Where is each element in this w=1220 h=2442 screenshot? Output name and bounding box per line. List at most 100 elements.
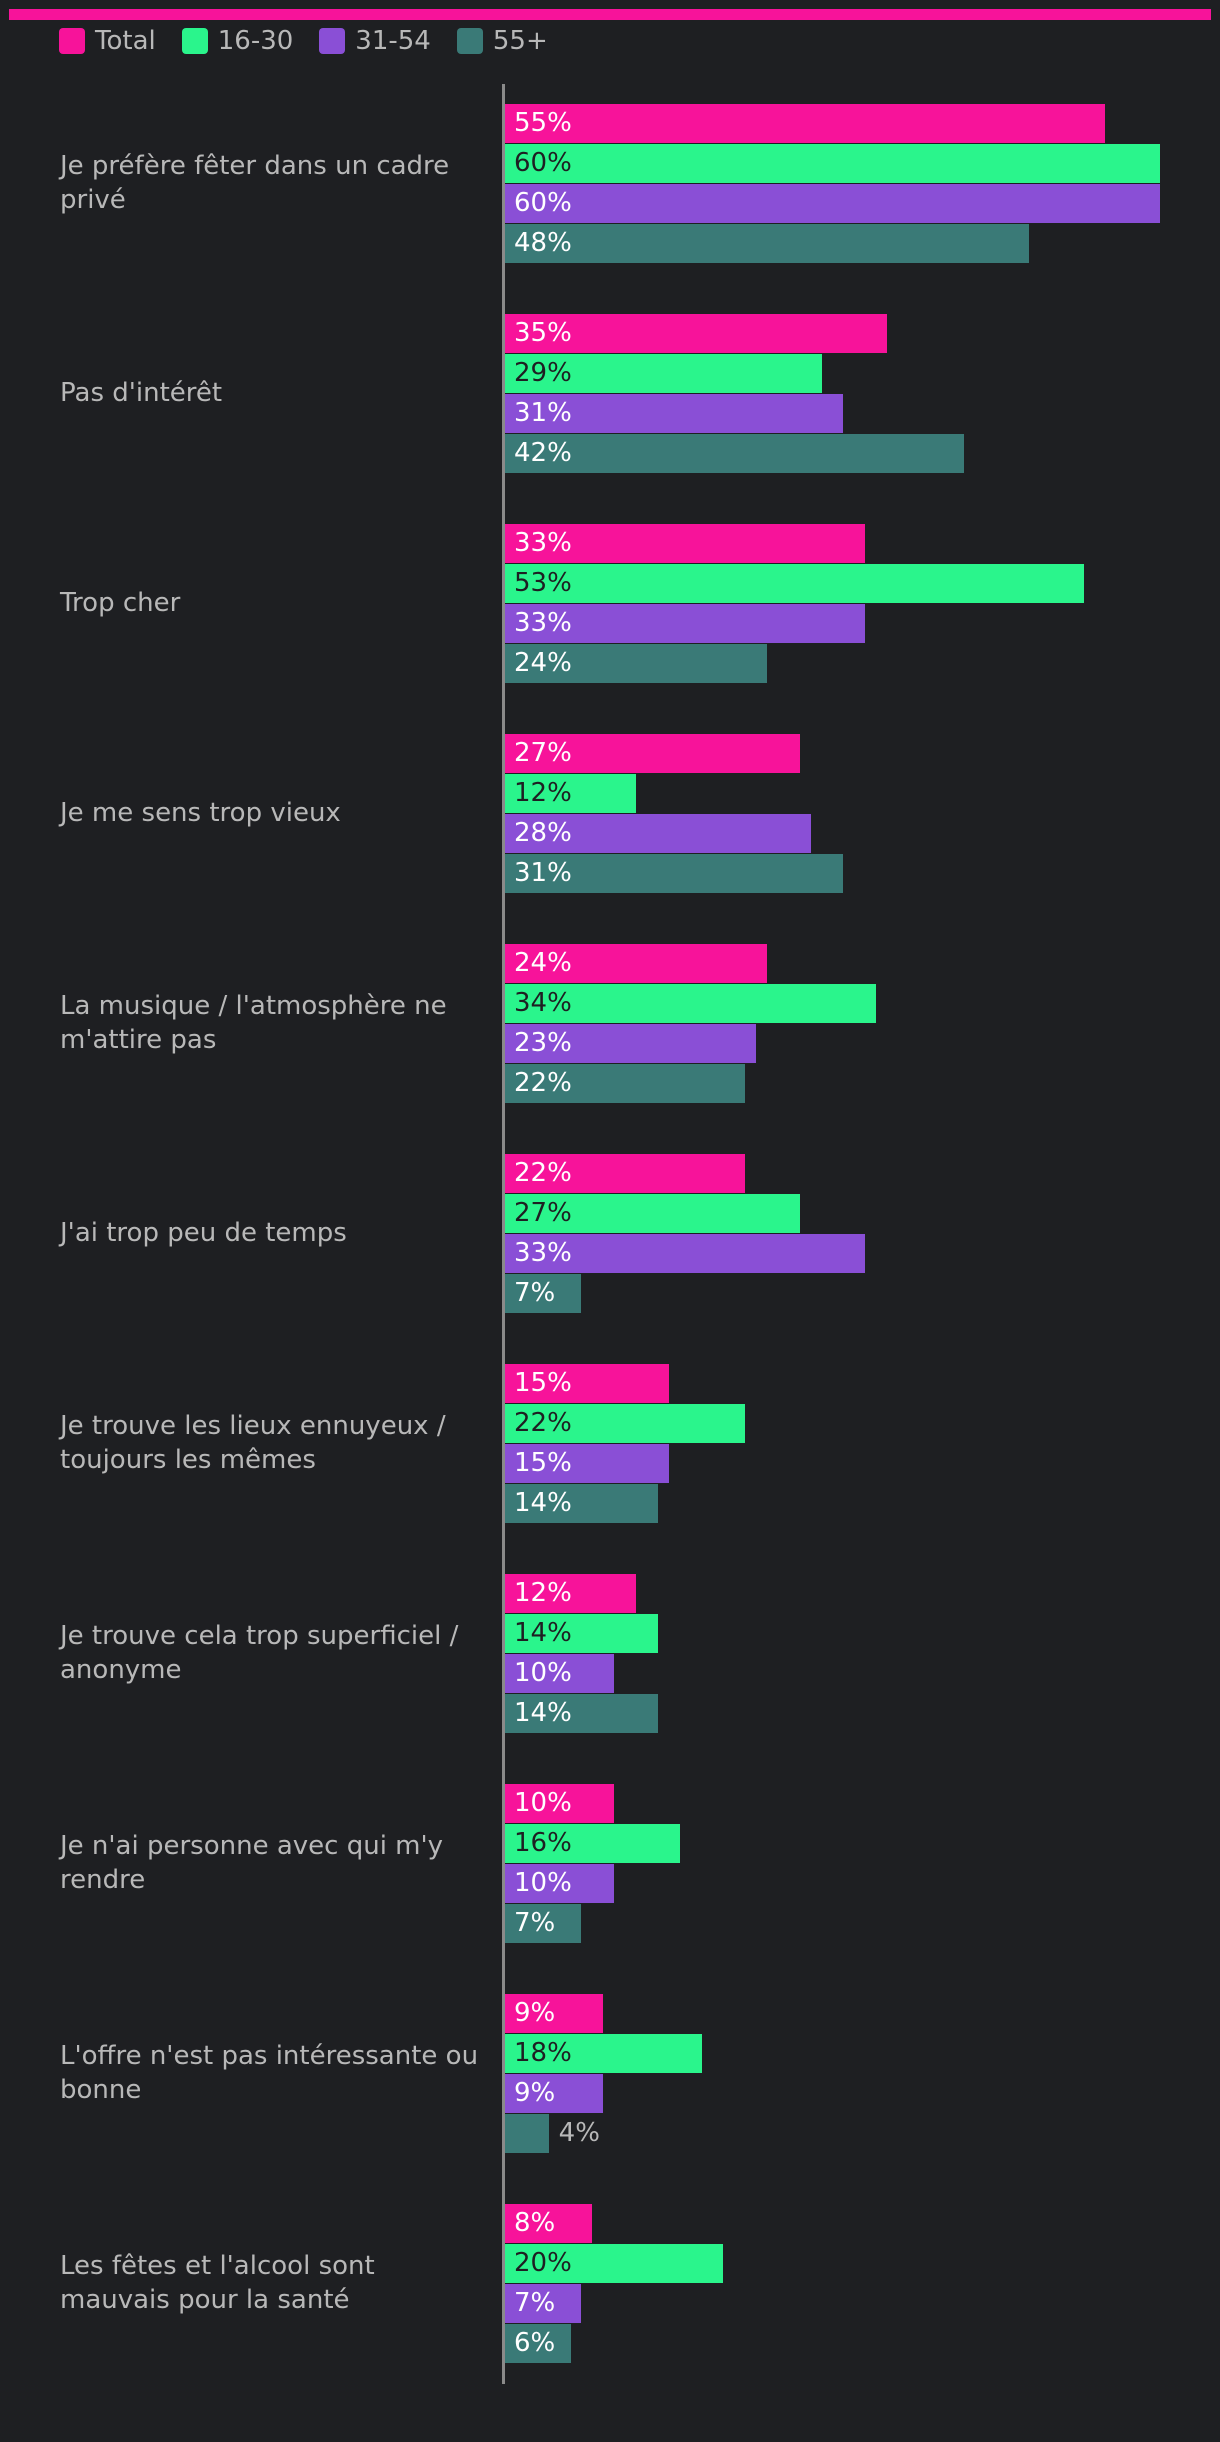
value-label: 33% (514, 1238, 572, 1268)
value-label: 24% (514, 648, 572, 678)
value-label: 16% (514, 1828, 572, 1858)
bar (505, 1824, 680, 1863)
bar (505, 1064, 746, 1103)
category-label: Pas d'intérêt (60, 378, 223, 408)
value-label: 33% (514, 608, 572, 638)
bar (505, 1484, 658, 1523)
value-label: 10% (514, 1868, 572, 1898)
value-label: 9% (514, 2078, 556, 2108)
value-label: 4% (558, 2118, 600, 2148)
bar (505, 1194, 800, 1233)
value-label: 15% (514, 1448, 572, 1478)
legend-swatch (181, 28, 208, 54)
bar (505, 144, 1160, 183)
bar (505, 1864, 615, 1903)
value-label: 29% (514, 358, 572, 388)
bar (505, 1614, 658, 1653)
value-label: 31% (514, 858, 572, 888)
category-label: J'ai trop peu de temps (60, 1218, 347, 1248)
bar (505, 734, 800, 773)
legend-item: 55+ (456, 26, 548, 56)
value-label: 14% (514, 1618, 572, 1648)
bar (505, 1274, 582, 1313)
bar (505, 1784, 615, 1823)
bar (505, 2284, 582, 2323)
value-label: 14% (514, 1698, 572, 1728)
bar (505, 1364, 669, 1403)
value-label: 7% (514, 1278, 556, 1308)
bar (505, 524, 866, 563)
bar (505, 1024, 757, 1063)
bar (505, 224, 1029, 263)
bar (505, 184, 1160, 223)
value-label: 10% (514, 1658, 572, 1688)
bar (505, 1694, 658, 1733)
value-label: 7% (514, 2288, 556, 2318)
category-label: L'offre n'est pas intéressante ou bonne (60, 2041, 479, 2105)
bar (505, 2324, 571, 2363)
axis-line (502, 84, 505, 2384)
value-label: 15% (514, 1368, 572, 1398)
bar (505, 2244, 724, 2283)
value-label: 9% (514, 1998, 556, 2028)
category-label: Je trouve les lieux ennuyeux / toujours … (60, 1411, 446, 1475)
legend: Total 16-30 31-54 55+ (59, 26, 548, 56)
value-label: 27% (514, 1198, 572, 1228)
bar (505, 1654, 615, 1693)
category-label: Les fêtes et l'alcool sont mauvais pour … (60, 2251, 375, 2315)
value-label: 48% (514, 228, 572, 258)
bar (505, 394, 844, 433)
value-label: 7% (514, 1908, 556, 1938)
category-label: Je me sens trop vieux (60, 798, 341, 828)
value-label: 22% (514, 1068, 572, 1098)
value-label: 12% (514, 778, 572, 808)
legend-label: Total (95, 26, 156, 56)
legend-swatch (319, 28, 346, 54)
bar (505, 1994, 604, 2033)
value-label: 14% (514, 1488, 572, 1518)
legend-item: 16-30 (181, 26, 293, 56)
value-label: 10% (514, 1788, 572, 1818)
legend-swatch (456, 28, 483, 54)
bar (505, 944, 767, 983)
value-label: 60% (514, 188, 572, 218)
bar (505, 984, 877, 1023)
bar (505, 774, 636, 813)
value-label: 42% (514, 438, 572, 468)
bar (505, 1444, 669, 1483)
bar (505, 2074, 604, 2113)
legend-swatch (59, 28, 85, 54)
bar (505, 354, 822, 393)
value-label: 35% (514, 318, 572, 348)
bar (505, 2114, 549, 2153)
bar (505, 1234, 866, 1273)
value-label: 53% (514, 568, 572, 598)
legend-item: 31-54 (319, 26, 431, 56)
category-label: Je n'ai personne avec qui m'y rendre (60, 1831, 444, 1895)
value-label: 22% (514, 1158, 572, 1188)
bar (505, 1404, 746, 1443)
value-label: 22% (514, 1408, 572, 1438)
value-label: 12% (514, 1578, 572, 1608)
value-label: 55% (514, 108, 572, 138)
value-label: 8% (514, 2208, 556, 2238)
category-label: Trop cher (60, 588, 181, 618)
value-label: 6% (514, 2328, 556, 2358)
bar (505, 104, 1106, 143)
bar (505, 1574, 636, 1613)
value-label: 27% (514, 738, 572, 768)
category-label: La musique / l'atmosphère ne m'attire pa… (60, 991, 447, 1055)
value-label: 18% (514, 2038, 572, 2068)
bar (505, 1154, 746, 1193)
value-label: 60% (514, 148, 572, 178)
value-label: 23% (514, 1028, 572, 1058)
bar (505, 854, 844, 893)
bar (505, 434, 964, 473)
bar (505, 604, 866, 643)
value-label: 20% (514, 2248, 572, 2278)
value-label: 33% (514, 528, 572, 558)
legend-item: Total (59, 26, 156, 56)
bar (505, 644, 767, 683)
category-label: Je préfère fêter dans un cadre privé (60, 151, 450, 215)
